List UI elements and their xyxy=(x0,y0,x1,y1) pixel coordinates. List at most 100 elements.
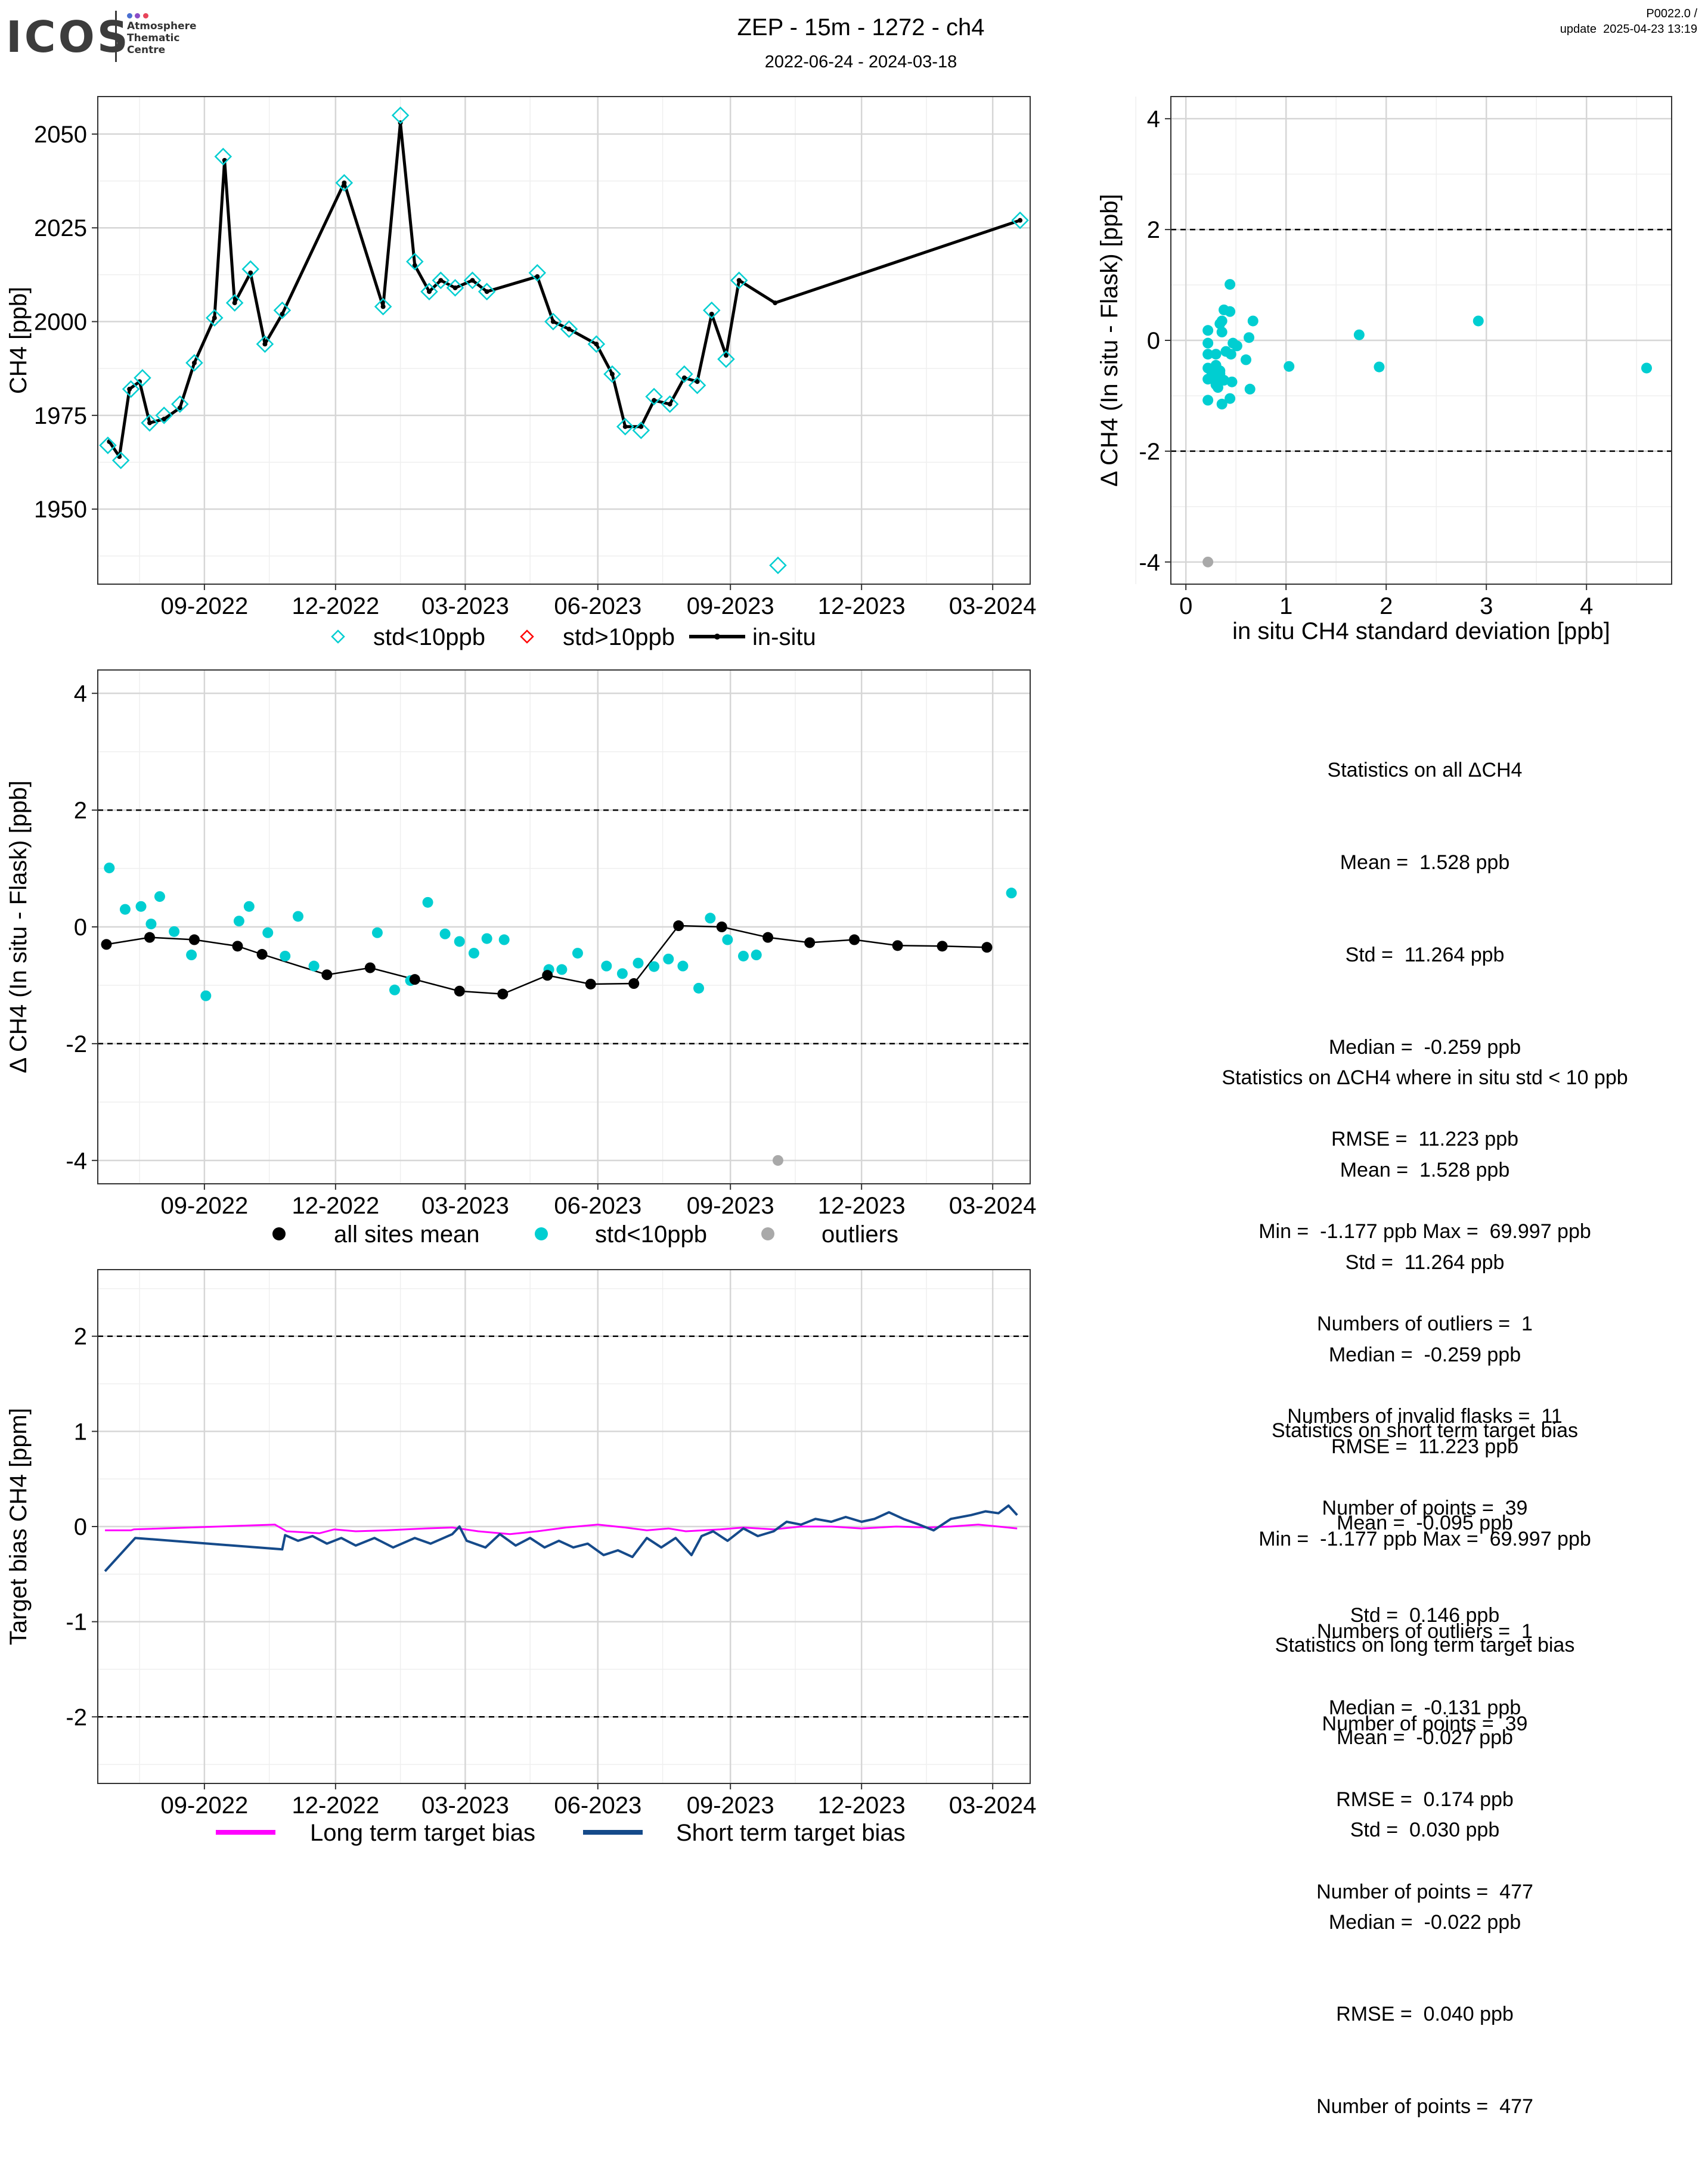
all-sites-mean-point xyxy=(673,920,684,932)
stats-line: Numbers of outliers = 1 xyxy=(1317,1620,1533,1643)
std-lt10-point xyxy=(1006,888,1017,899)
std-lt10-point xyxy=(454,936,465,947)
flask-point-std-lt10 xyxy=(603,365,621,383)
std-lt10-point xyxy=(1210,373,1222,384)
stats-line: Statistics on long term target bias xyxy=(1275,1634,1575,1657)
x-tick-label: 06-2023 xyxy=(554,1193,641,1219)
flask-point-std-lt10 xyxy=(185,353,203,372)
x-tick-label: 0 xyxy=(1179,593,1192,619)
logo-dot-purple xyxy=(135,13,141,18)
flask-point-std-lt10 xyxy=(675,365,693,383)
insitu-point xyxy=(342,180,347,185)
std-lt10-point xyxy=(737,950,749,961)
ch4-timeseries-chart: 09-2022 12-2022 03-2023 06-2023 09-2023 12-20… xyxy=(5,96,1037,650)
legend: all sites mean std<10ppb outliers xyxy=(272,1221,898,1248)
x-tick-label: 09-2022 xyxy=(160,593,248,619)
flask-point-std-lt10 xyxy=(122,380,140,398)
flask-point-std-lt10 xyxy=(374,297,392,316)
std-lt10-point xyxy=(1214,318,1226,330)
flask-point-std-lt10 xyxy=(730,271,748,290)
std-lt10-point xyxy=(1244,383,1256,395)
flask-point-std-lt10 xyxy=(717,350,735,368)
x-tick-label: 12-2023 xyxy=(818,1792,906,1819)
flask-point-std-lt10 xyxy=(134,369,151,387)
std-lt10-point xyxy=(677,960,689,972)
std-lt10-point xyxy=(293,911,304,922)
all-sites-mean-point xyxy=(716,922,727,932)
y-tick-label: 2000 xyxy=(34,309,87,336)
y-axis-label: Δ CH4 (In situ - Flask) [ppb] xyxy=(5,780,32,1073)
x-tick-label: 12-2023 xyxy=(818,1193,906,1219)
all-sites-mean-point xyxy=(454,985,465,997)
stats-line: Number of points = 39 xyxy=(1322,1497,1528,1520)
y-tick-label: 2 xyxy=(1147,217,1160,243)
stats-line: RMSE = 11.223 ppb xyxy=(1331,1128,1519,1151)
std-lt10-point xyxy=(481,933,492,944)
logo-sub-line: Atmosphere xyxy=(127,20,197,32)
insitu-point xyxy=(550,319,556,324)
std-lt10-point xyxy=(243,901,255,912)
logo-sub-line: Centre xyxy=(127,44,166,56)
std-lt10-point xyxy=(422,896,433,908)
flask-point-std-lt10 xyxy=(99,436,117,454)
insitu-point xyxy=(622,424,628,429)
x-tick-label: 09-2022 xyxy=(160,1193,248,1219)
flask-point-std-lt10 xyxy=(645,387,663,406)
x-tick-label: 03-2024 xyxy=(949,593,1037,619)
plot-background xyxy=(98,97,1030,584)
std-lt10-point xyxy=(722,934,733,945)
x-tick-label: 12-2022 xyxy=(292,1193,379,1219)
insitu-point xyxy=(147,420,153,426)
legend-label: all sites mean xyxy=(334,1221,480,1248)
std-lt10-point xyxy=(154,891,165,902)
legend-label: outliers xyxy=(822,1221,898,1248)
x-tick-label: 12-2023 xyxy=(818,593,906,619)
y-tick-label: 1 xyxy=(74,1419,87,1445)
std-lt10-point xyxy=(1231,340,1242,352)
flask-point-std-lt10 xyxy=(155,407,173,424)
stats-long-term-bias: Statistics on long term target bias Mean… xyxy=(1127,1569,1708,2184)
std-lt10-point xyxy=(119,904,131,915)
stats-line: Std = 0.030 ppb xyxy=(1350,1818,1500,1841)
insitu-point xyxy=(212,315,217,321)
target-bias-chart: 09-2022 12-2022 03-2023 06-2023 09-2023 12-20… xyxy=(5,1269,1037,1846)
std-lt10-point xyxy=(751,950,762,961)
y-tick-label: 1975 xyxy=(34,403,87,429)
plot-border xyxy=(97,96,1031,585)
all-sites-mean-point xyxy=(409,974,420,985)
outlier-point xyxy=(772,1155,783,1166)
stats-line: Median = -0.022 ppb xyxy=(1328,1910,1521,1934)
all-sites-mean-point xyxy=(849,934,860,945)
all-sites-mean-point xyxy=(628,978,640,989)
logo-dot-red xyxy=(142,13,148,18)
x-tick-label: 03-2023 xyxy=(421,1193,509,1219)
stats-line: Std = 11.264 ppb xyxy=(1345,1251,1505,1274)
legend-key-insitu-point xyxy=(714,634,720,640)
std-lt10-point xyxy=(1241,354,1251,365)
flask-point-std-lt10 xyxy=(273,301,292,319)
x-tick-label: 3 xyxy=(1480,593,1493,619)
flask-point-std-lt10 xyxy=(463,271,482,290)
insitu-point xyxy=(681,375,687,380)
flask-point-std-lt10 xyxy=(206,309,224,327)
std-lt10-point xyxy=(135,901,147,912)
all-sites-mean-point xyxy=(188,934,200,945)
x-tick-label: 4 xyxy=(1580,593,1593,619)
delta-timeseries-chart: 09-2022 12-2022 03-2023 06-2023 09-2023 12-20… xyxy=(5,669,1037,1248)
legend-key-all-sites-mean xyxy=(272,1227,286,1240)
stats-line: Numbers of outliers = 1 xyxy=(1317,1312,1533,1335)
std-lt10-point xyxy=(1473,315,1484,327)
insitu-point xyxy=(262,342,268,347)
legend-label: Short term target bias xyxy=(676,1820,906,1846)
stats-line: Statistics on all ΔCH4 xyxy=(1327,759,1523,782)
y-tick-label: -4 xyxy=(1139,550,1160,576)
std-lt10-point xyxy=(1225,279,1236,290)
std-lt10-point xyxy=(1202,325,1214,336)
stats-line: Numbers of invalid flasks = 11 xyxy=(1287,1404,1563,1428)
stats-insitu-delta: Statistics on ΔCH4 where in situ std < 1… xyxy=(1127,1001,1708,1801)
y-tick-label: -2 xyxy=(1139,439,1160,465)
version-label: P0022.0 / xyxy=(1646,7,1697,20)
flask-point-std-lt10 xyxy=(111,451,130,470)
flask-point-std-lt10 xyxy=(703,301,721,319)
x-tick-label: 12-2022 xyxy=(292,1792,379,1819)
